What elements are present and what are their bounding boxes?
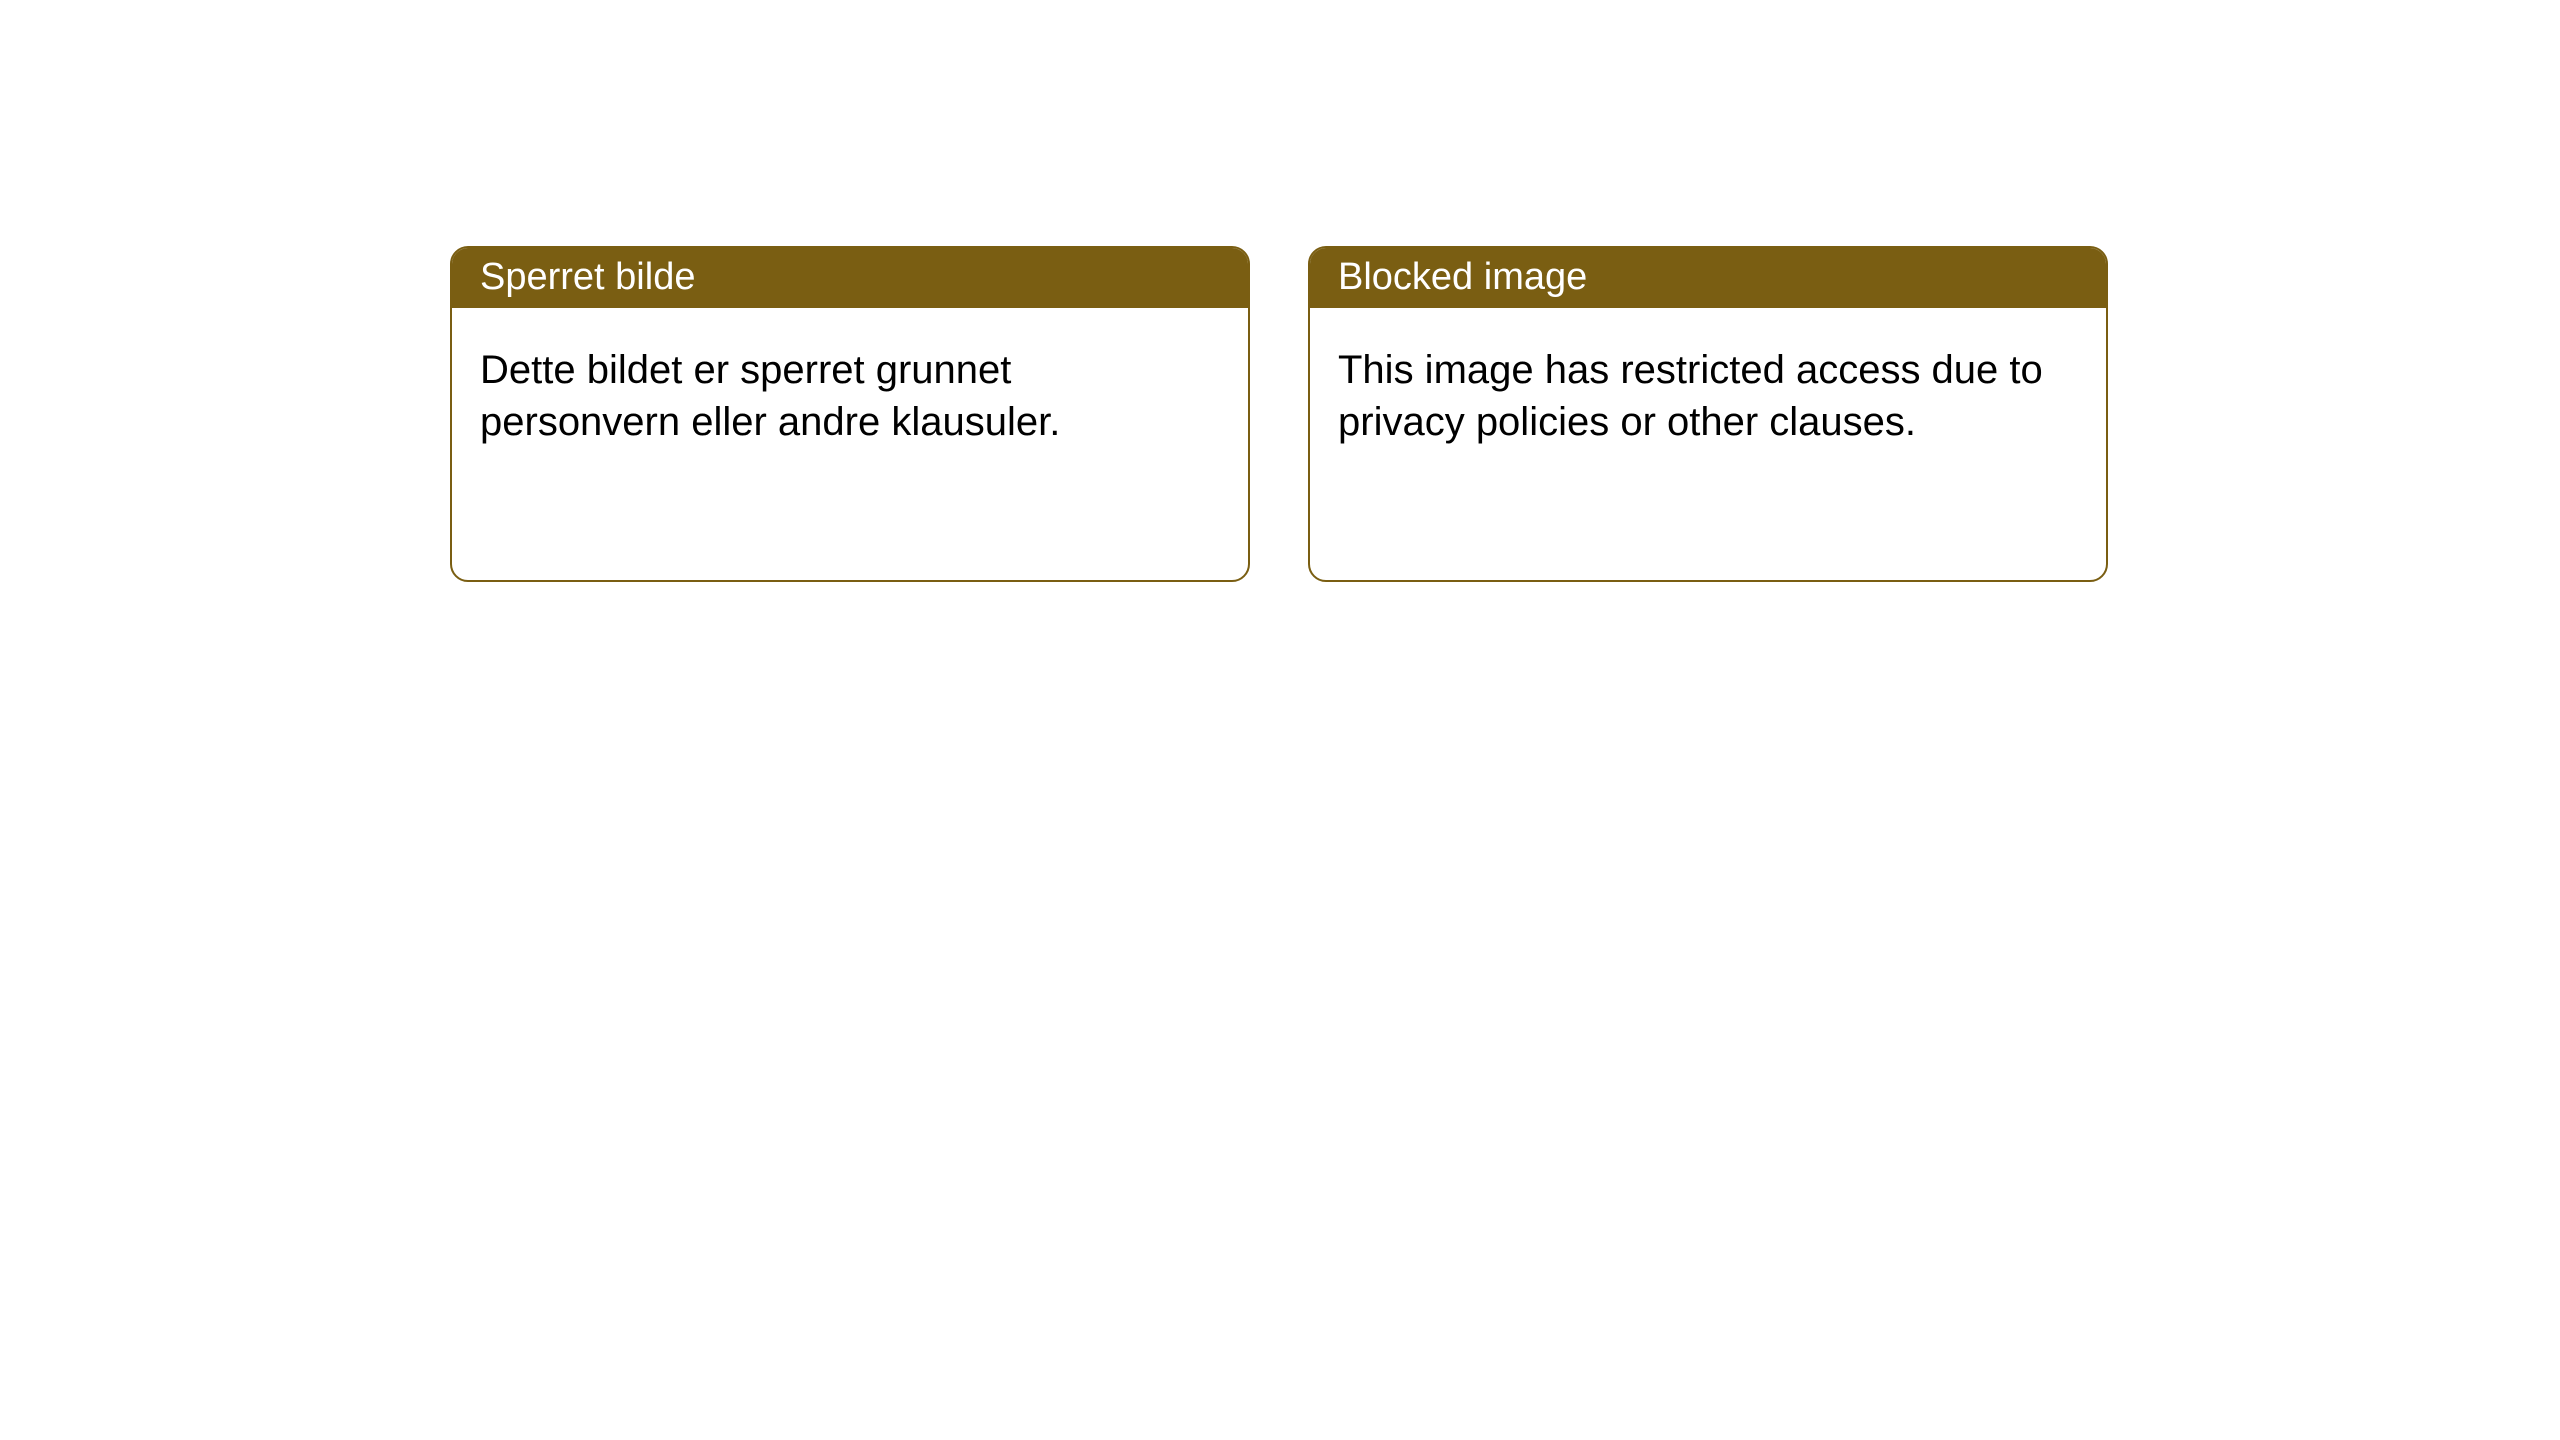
notice-card-norwegian: Sperret bilde Dette bildet er sperret gr… (450, 246, 1250, 582)
card-header: Sperret bilde (452, 248, 1248, 308)
card-body: Dette bildet er sperret grunnet personve… (452, 308, 1248, 580)
card-header: Blocked image (1310, 248, 2106, 308)
notice-card-english: Blocked image This image has restricted … (1308, 246, 2108, 582)
card-header-title: Blocked image (1338, 256, 1587, 299)
notice-cards-container: Sperret bilde Dette bildet er sperret gr… (450, 246, 2108, 582)
card-body-text: Dette bildet er sperret grunnet personve… (480, 344, 1220, 448)
card-header-title: Sperret bilde (480, 256, 695, 299)
card-body-text: This image has restricted access due to … (1338, 344, 2078, 448)
card-body: This image has restricted access due to … (1310, 308, 2106, 580)
